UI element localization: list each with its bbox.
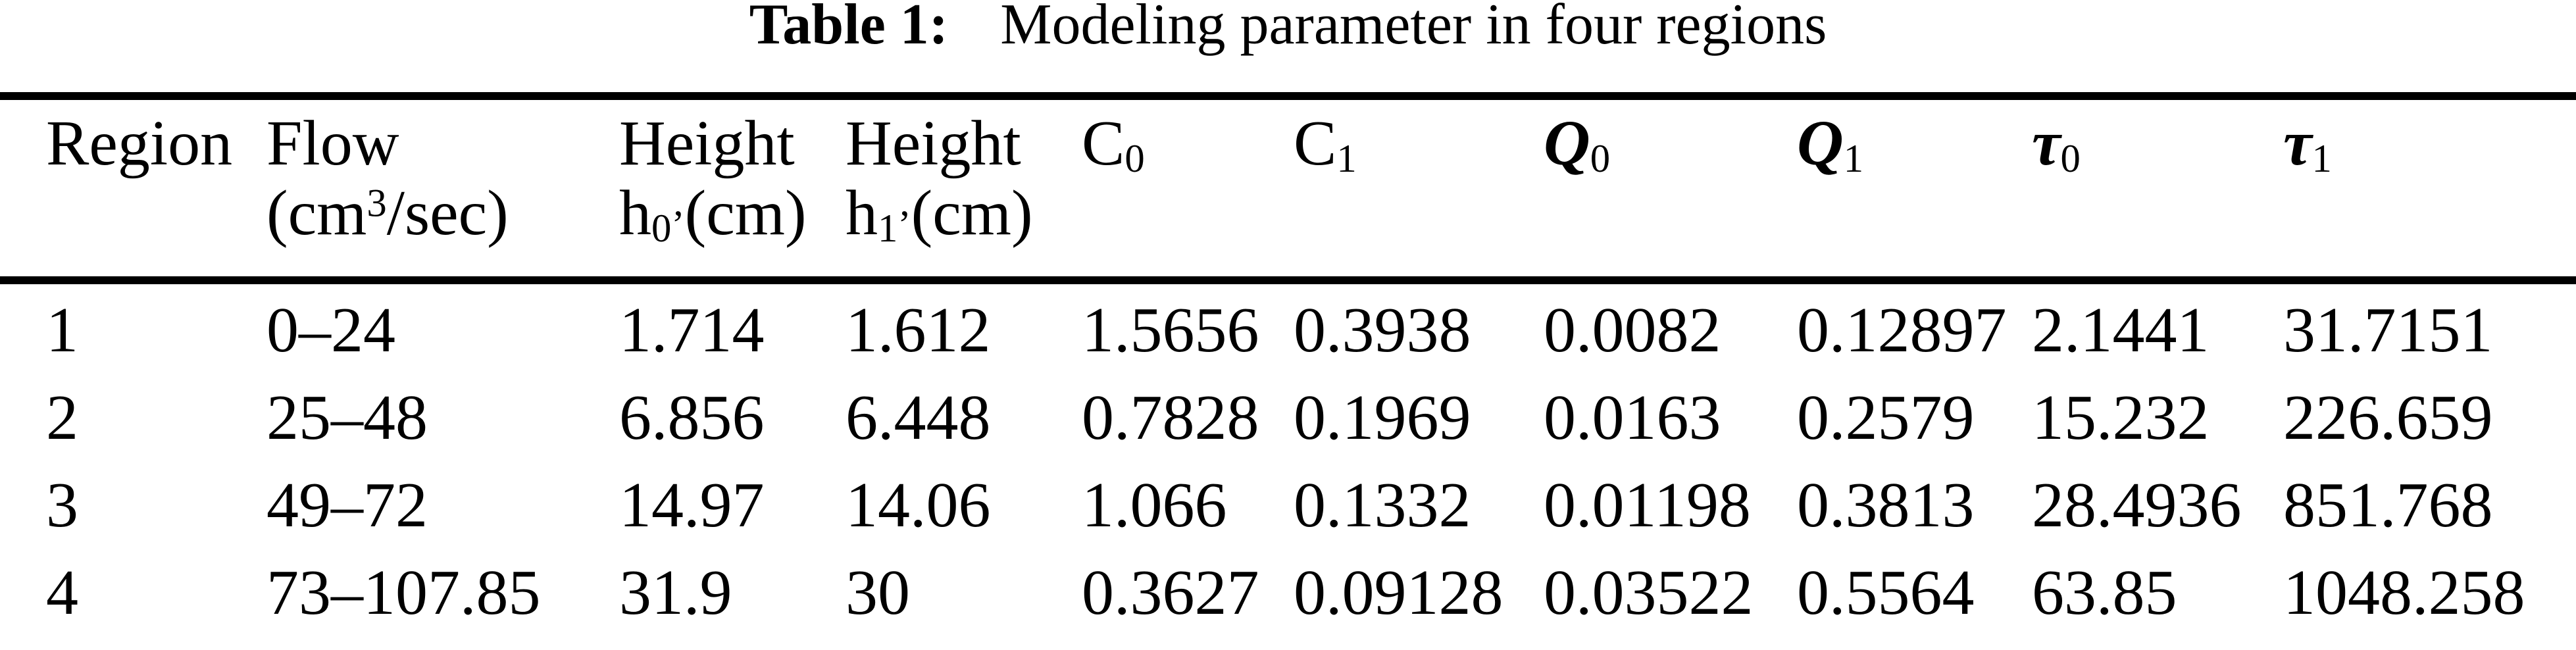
cell-tau1: 851.768 — [2283, 469, 2493, 541]
cell-tau0: 2.1441 — [2032, 294, 2210, 366]
cell-h0: 6.856 — [619, 382, 765, 453]
cell-c0: 1.5656 — [1082, 294, 1259, 366]
cell-tau1: 31.7151 — [2283, 294, 2493, 366]
subscript: 0 — [1590, 136, 1611, 181]
cell-q0: 0.0082 — [1544, 294, 1721, 366]
cell-q1: 0.2579 — [1797, 382, 1975, 453]
cell-q0: 0.0163 — [1544, 382, 1721, 453]
cell-c1: 0.09128 — [1294, 557, 1503, 628]
cell-c0: 1.066 — [1082, 469, 1227, 541]
prime-mark: ’ — [671, 202, 685, 247]
cell-h1: 1.612 — [846, 294, 991, 366]
cell-h0: 14.97 — [619, 469, 765, 541]
cell-flow: 25–48 — [266, 382, 428, 453]
subscript: 1 — [878, 206, 898, 251]
cell-region: 3 — [46, 469, 78, 541]
table-caption-text: Modeling parameter in four regions — [1000, 0, 1827, 57]
header-cell-height1: Height h1’(cm) — [846, 96, 1082, 284]
header-cell-q1: Q1 — [1797, 96, 2032, 284]
cell-flow: 0–24 — [266, 294, 395, 366]
cell-q1: 0.3813 — [1797, 469, 1975, 541]
cell-tau0: 63.85 — [2032, 557, 2177, 628]
cell-h1: 30 — [846, 557, 910, 628]
cell-region: 4 — [46, 557, 78, 628]
cell-h1: 6.448 — [846, 382, 991, 453]
cell-h1: 14.06 — [846, 469, 991, 541]
table-caption-label: Table 1: — [749, 0, 949, 57]
cell-q1: 0.12897 — [1797, 294, 2007, 366]
header-cell-c1: C1 — [1294, 96, 1544, 284]
subscript: 1 — [1336, 136, 1357, 181]
cell-tau1: 226.659 — [2283, 382, 2493, 453]
cell-tau1: 1048.258 — [2283, 557, 2525, 628]
header-cell-c0: C0 — [1082, 96, 1294, 284]
header-cell-q0: Q0 — [1544, 96, 1797, 284]
table-row-region-4: 4 73–107.85 31.9 30 0.3627 0.09128 0.035… — [0, 549, 2576, 650]
header-cell-region: Region — [0, 96, 266, 284]
header-row: Region Flow (cm3/sec) Height h0’(cm) Hei… — [0, 96, 2576, 284]
subscript: 1 — [2311, 136, 2332, 181]
table-caption: Table 1: Modeling parameter in four regio… — [0, 0, 2576, 54]
cell-region: 2 — [46, 382, 78, 453]
table-row-region-1: 1 0–24 1.714 1.612 1.5656 0.3938 0.0082 … — [0, 280, 2576, 374]
superscript: 3 — [366, 181, 387, 226]
cell-q0: 0.03522 — [1544, 557, 1754, 628]
cell-flow: 73–107.85 — [266, 557, 541, 628]
cell-c1: 0.1969 — [1294, 382, 1471, 453]
header-cell-height0: Height h0’(cm) — [619, 96, 846, 284]
subscript: 0 — [1124, 136, 1145, 181]
subscript: 0 — [651, 206, 672, 251]
cell-q1: 0.5564 — [1797, 557, 1975, 628]
cell-c0: 0.3627 — [1082, 557, 1259, 628]
cell-region: 1 — [46, 294, 78, 366]
cell-h0: 31.9 — [619, 557, 732, 628]
table-row-region-3: 3 49–72 14.97 14.06 1.066 0.1332 0.01198… — [0, 462, 2576, 549]
header-cell-flow: Flow (cm3/sec) — [266, 96, 619, 284]
subscript: 1 — [1843, 136, 1864, 181]
cell-c0: 0.7828 — [1082, 382, 1259, 453]
header-cell-tau1: τ1 — [2283, 96, 2576, 284]
cell-tau0: 15.232 — [2032, 382, 2210, 453]
cell-h0: 1.714 — [619, 294, 765, 366]
cell-tau0: 28.4936 — [2032, 469, 2242, 541]
cell-c1: 0.1332 — [1294, 469, 1471, 541]
subscript: 0 — [2060, 136, 2081, 181]
header-cell-tau0: τ0 — [2032, 96, 2283, 284]
table-row-region-2: 2 25–48 6.856 6.448 0.7828 0.1969 0.0163… — [0, 374, 2576, 462]
cell-q0: 0.01198 — [1544, 469, 1751, 541]
parameters-table: Region Flow (cm3/sec) Height h0’(cm) Hei… — [0, 92, 2576, 650]
cell-c1: 0.3938 — [1294, 294, 1471, 366]
cell-flow: 49–72 — [266, 469, 428, 541]
prime-mark: ’ — [897, 202, 911, 247]
